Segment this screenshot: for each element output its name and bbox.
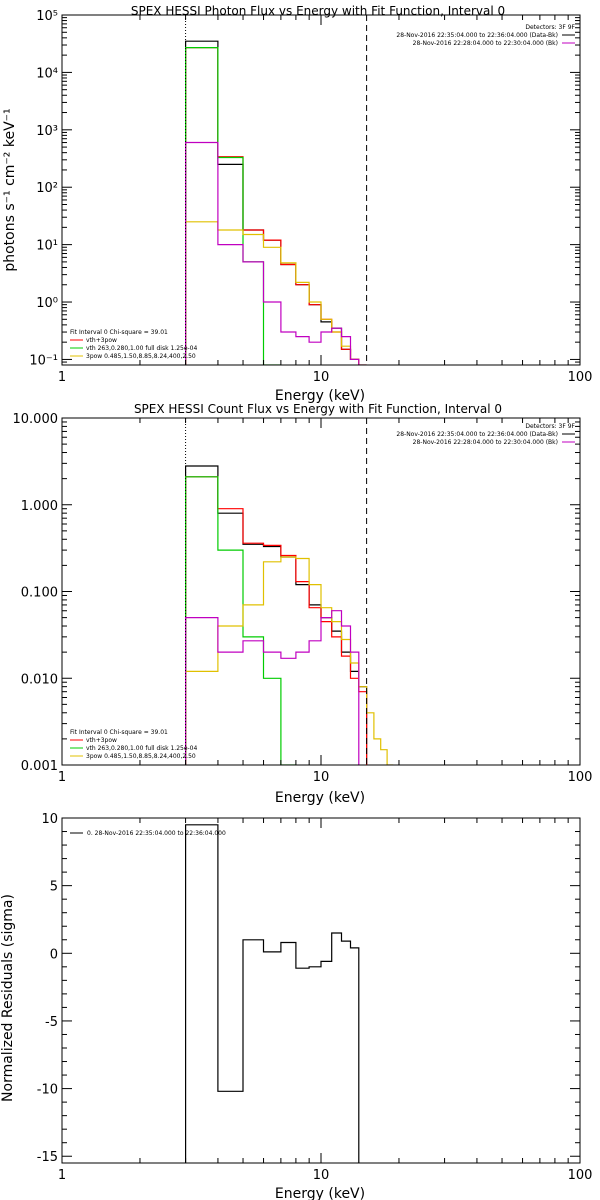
photon-legend-vth: vth 263,0.280,1.00 full disk 1.25e-04 <box>86 345 197 352</box>
photon-y-tick-label: 10⁻¹ <box>29 353 58 368</box>
residuals-plot-frame <box>61 817 581 1164</box>
count-series-0 <box>185 465 368 765</box>
residuals-y-tick-label: -5 <box>45 1015 58 1030</box>
count-legend-detectors: Detectors: 3F 9F <box>525 423 575 430</box>
residuals-x-axis-label: Energy (keV) <box>275 1186 365 1200</box>
count-legend-vth: vth 263,0.280,1.00 full disk 1.25e-04 <box>86 745 197 752</box>
count-series-4 <box>185 610 360 765</box>
count-legend-bk: 28-Nov-2016 22:28:04.000 to 22:30:04.000… <box>413 439 558 446</box>
photon-x-tick-label: 10 <box>313 370 330 385</box>
count-chart-title: SPEX HESSI Count Flux vs Energy with Fit… <box>134 402 502 416</box>
count-y-tick-label: 10.000 <box>13 412 59 427</box>
photon-legend-fit-interval: Fit Interval 0 Chi-square = 39.01 <box>70 329 168 336</box>
photon-y-tick-label: 10² <box>36 181 58 196</box>
photon-y-tick-label: 10⁴ <box>36 66 58 81</box>
residuals-y-axis-label: Normalized Residuals (sigma) <box>0 894 16 1102</box>
photon-series-2 <box>185 47 281 365</box>
photon-y-tick-label: 10¹ <box>36 239 58 254</box>
photon-chart-title: SPEX HESSI Photon Flux vs Energy with Fi… <box>131 4 505 18</box>
count-legend-bottom: Fit Interval 0 Chi-square = 39.01 vth+3p… <box>70 729 197 760</box>
residuals-legend-text: 0. 28-Nov-2016 22:35:04.000 to 22:36:04.… <box>87 830 226 837</box>
count-series-group <box>185 465 394 765</box>
count-y-tick-label: 1.000 <box>21 499 58 514</box>
count-legend-data-bk: 28-Nov-2016 22:35:04.000 to 22:36:04.000… <box>396 431 558 438</box>
panel-count-flux: SPEX HESSI Count Flux vs Energy with Fit… <box>13 402 593 806</box>
photon-legend-bottom: Fit Interval 0 Chi-square = 39.01 vth+3p… <box>70 329 197 360</box>
count-x-axis-label: Energy (keV) <box>275 790 365 806</box>
count-y-tick-label: 0.100 <box>21 586 58 601</box>
residuals-series-group <box>185 824 360 1163</box>
count-series-2 <box>185 476 296 765</box>
residuals-y-tick-label: -15 <box>37 1150 58 1165</box>
count-x-tick-label: 10 <box>313 770 330 785</box>
photon-legend-3pow: 3pow 0.485,1.50,8.85,8.24,400,2.50 <box>86 353 196 360</box>
photon-y-tick-label: 10⁵ <box>36 9 58 24</box>
residuals-y-tick-label: 0 <box>50 947 58 962</box>
panel-photon-flux: SPEX HESSI Photon Flux vs Energy with Fi… <box>2 4 592 404</box>
count-legend-3pow: 3pow 0.485,1.50,8.85,8.24,400,2.50 <box>86 753 196 760</box>
residuals-y-tick-label: 5 <box>50 880 58 895</box>
residuals-x-tick-label: 1 <box>58 1168 66 1183</box>
photon-legend-detectors: Detectors: 3F 9F <box>525 24 575 31</box>
count-series-3 <box>185 556 394 765</box>
count-series-1 <box>185 476 368 765</box>
photon-y-tick-label: 10⁰ <box>36 296 58 311</box>
count-legend-vth3pow: vth+3pow <box>86 737 117 744</box>
residuals-series-0 <box>185 824 360 1163</box>
count-legend-fit-interval: Fit Interval 0 Chi-square = 39.01 <box>70 729 168 736</box>
photon-series-0 <box>185 40 360 365</box>
residuals-y-tick-label: -10 <box>37 1083 58 1098</box>
residuals-y-tick-label: 10 <box>41 812 58 827</box>
count-legend-top: Detectors: 3F 9F 28-Nov-2016 22:35:04.00… <box>396 423 575 446</box>
photon-series-group <box>185 40 367 365</box>
photon-x-tick-label: 100 <box>568 370 593 385</box>
residuals-legend: 0. 28-Nov-2016 22:35:04.000 to 22:36:04.… <box>70 830 226 837</box>
residuals-plot-area: 1 10 100 -15 -10 -5 0 5 10 <box>37 812 593 1183</box>
photon-legend-data-bk: 28-Nov-2016 22:35:04.000 to 22:36:04.000… <box>396 32 558 39</box>
count-plot-area: 1 10 100 0.001 0.010 0.100 1.000 10.000 <box>13 412 593 785</box>
photon-legend-top: Detectors: 3F 9F 28-Nov-2016 22:35:04.00… <box>396 24 575 47</box>
count-y-tick-label: 0.010 <box>21 672 58 687</box>
photon-series-1 <box>185 47 360 365</box>
photon-x-axis-label: Energy (keV) <box>275 388 365 404</box>
photon-series-3 <box>185 221 367 365</box>
photon-legend-bk: 28-Nov-2016 22:28:04.000 to 22:30:04.000… <box>413 40 558 47</box>
count-x-tick-label: 100 <box>568 770 593 785</box>
photon-y-tick-label: 10³ <box>36 124 58 139</box>
residuals-x-tick-label: 100 <box>568 1168 593 1183</box>
photon-legend-vth3pow: vth+3pow <box>86 337 117 344</box>
photon-x-tick-label: 1 <box>58 370 66 385</box>
count-x-tick-label: 1 <box>58 770 66 785</box>
count-y-tick-label: 0.001 <box>21 759 58 774</box>
panel-residuals: 1 10 100 -15 -10 -5 0 5 10 Energy (keV) Normaliz… <box>0 812 592 1200</box>
photon-y-axis-label: photons s⁻¹ cm⁻² keV⁻¹ <box>2 108 18 271</box>
residuals-x-tick-label: 10 <box>313 1168 330 1183</box>
photon-plot-area: 1 10 100 10⁻¹ 10⁰ 10¹ 10² 10³ 10⁴ 10⁵ <box>29 9 592 385</box>
photon-series-4 <box>185 141 367 365</box>
